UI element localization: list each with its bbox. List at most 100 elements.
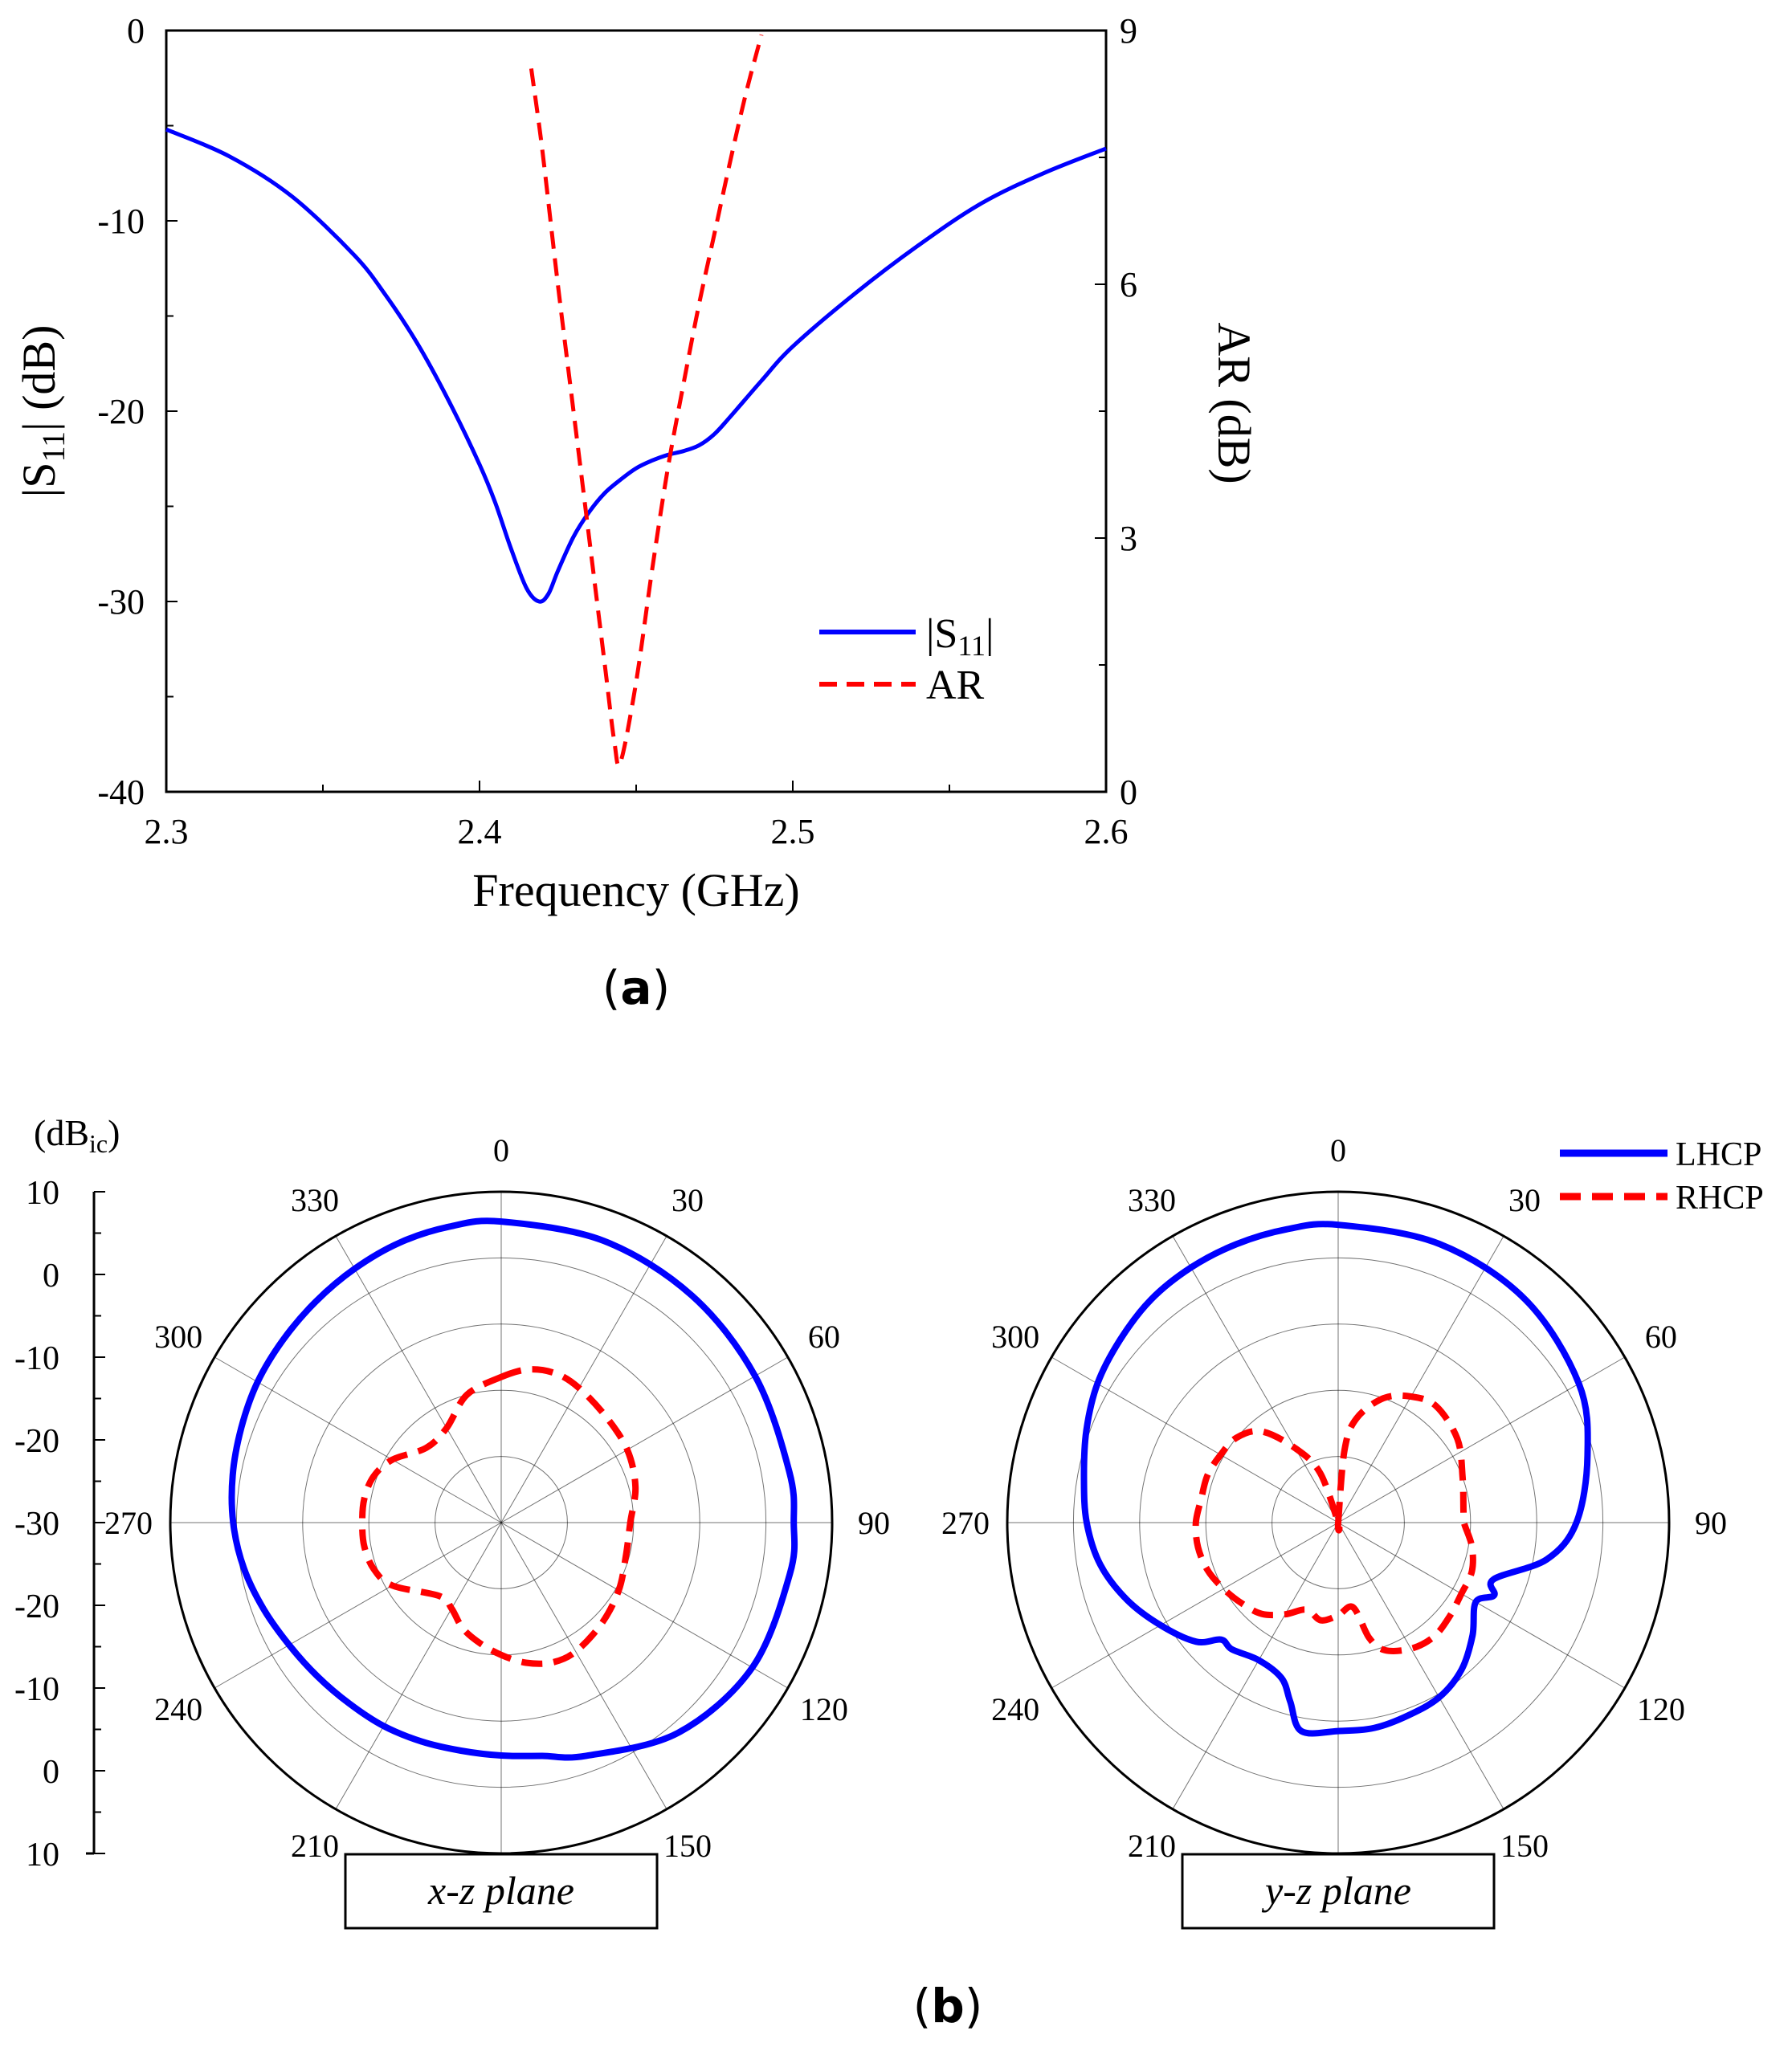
lhcp-pattern-xz	[228, 1217, 798, 1761]
legend-ar-label: AR	[926, 663, 985, 708]
panel-label-b: (b)	[913, 1979, 983, 2033]
radial-scale-label: 10	[26, 1175, 59, 1212]
y-right-tick-label: 9	[1120, 11, 1137, 51]
panel-b-paren: )	[965, 1979, 983, 2033]
y-left-tick-label: -30	[97, 582, 145, 622]
y-left-tick-label: -10	[97, 202, 145, 241]
angle-grid-line	[1172, 1522, 1339, 1810]
radial-scale-label: -10	[14, 1671, 59, 1708]
y-left-tick-label: -20	[97, 392, 145, 431]
y-right-tick-label: 0	[1120, 773, 1137, 812]
panel-a-paren: )	[652, 960, 671, 1015]
legend-lhcp-label: LHCP	[1676, 1136, 1761, 1173]
xz-plane-label: x-z plane	[427, 1868, 574, 1913]
y-right-tick-label: 3	[1120, 519, 1137, 558]
unit-label-part: )	[108, 1112, 120, 1153]
radial-scale-label: -20	[14, 1423, 59, 1460]
radial-scale-label: 0	[43, 1754, 59, 1791]
angle-tick-label: 240	[991, 1691, 1039, 1727]
legend-s11-part: |S	[926, 611, 957, 657]
x-tick-label: 2.3	[145, 812, 189, 851]
xz-plane-label-box	[344, 1853, 659, 1930]
angle-tick-label: 240	[154, 1691, 202, 1727]
angle-grid-line	[1051, 1522, 1339, 1689]
y-left-tick-label: -40	[97, 773, 145, 812]
legend: LHCP RHCP	[1560, 1136, 1764, 1217]
x-tick-label: 2.6	[1084, 812, 1129, 851]
legend-s11-subscript: 11	[957, 630, 986, 662]
yz-plane-label-box	[1181, 1853, 1496, 1930]
y-left-label-subscript: 11	[35, 431, 71, 463]
angle-tick-label: 60	[1645, 1319, 1677, 1355]
angle-tick-label: 330	[1128, 1182, 1176, 1218]
angle-tick-label: 210	[1128, 1828, 1176, 1864]
angle-grid-line	[1337, 1235, 1504, 1523]
angle-tick-label: 120	[800, 1691, 848, 1727]
panel-a-letter: a	[620, 960, 651, 1015]
angle-tick-label: 60	[808, 1319, 840, 1355]
legend-s11-label: |S11|	[926, 611, 994, 662]
angle-grid-line	[1337, 1522, 1504, 1810]
polar-plot-yz: 0 30 60 90 120 150 210 240 270 300 330	[941, 1132, 1727, 1864]
angle-tick-label: 300	[991, 1319, 1039, 1355]
angle-grid-line	[335, 1235, 502, 1523]
tick-marks	[165, 30, 1107, 793]
x-tick-label: 2.5	[771, 812, 815, 851]
radial-scale-label: -20	[14, 1588, 59, 1625]
angle-tick-label: 150	[1500, 1828, 1549, 1864]
legend-s11-part: |	[986, 611, 994, 657]
angle-tick-label: 0	[1330, 1132, 1346, 1168]
angle-grid-line	[1337, 1522, 1626, 1689]
series-group	[165, 34, 1107, 768]
radiation-pattern-chart: (dBic) 10 0 -10 -20 -30 -20 -10 0 10 0 30 60 90 120 1…	[14, 1112, 1764, 2033]
unit-label: (dBic)	[34, 1112, 120, 1158]
radial-scale-label: -30	[14, 1506, 59, 1543]
radial-scale: 10 0 -10 -20 -30 -20 -10 0 10	[14, 1175, 105, 1874]
angle-tick-label: 90	[858, 1505, 890, 1541]
radial-scale-label: 10	[26, 1837, 59, 1874]
x-axis-label: Frequency (GHz)	[472, 864, 799, 916]
y-axis-right-label: AR (dB)	[1208, 322, 1260, 483]
rhcp-pattern-xz	[359, 1366, 639, 1667]
angle-tick-label: 90	[1695, 1505, 1727, 1541]
rhcp-pattern-yz	[1192, 1392, 1476, 1654]
angle-grid-line	[1172, 1235, 1339, 1523]
x-tick-label: 2.4	[458, 812, 502, 851]
angle-grid-line	[214, 1522, 502, 1689]
angle-tick-label: 0	[493, 1132, 509, 1168]
unit-label-subscript: ic	[89, 1129, 108, 1158]
angle-tick-label: 270	[104, 1505, 153, 1541]
angle-tick-label: 30	[671, 1182, 704, 1218]
angle-tick-label: 210	[291, 1828, 339, 1864]
angle-grid-line	[214, 1356, 502, 1523]
legend-rhcp-label: RHCP	[1676, 1180, 1764, 1217]
angle-grid-line	[500, 1522, 789, 1689]
legend: |S11| AR	[819, 611, 994, 708]
y-left-tick-label: 0	[127, 11, 145, 51]
angle-grid-line	[500, 1522, 667, 1810]
yz-plane-label: y-z plane	[1261, 1868, 1411, 1913]
angle-tick-label: 30	[1508, 1182, 1541, 1218]
lhcp-pattern-yz	[1080, 1221, 1591, 1737]
angle-tick-label: 270	[941, 1505, 990, 1541]
angle-tick-label: 120	[1637, 1691, 1685, 1727]
angle-grid-line	[500, 1356, 789, 1523]
ar-series-line	[529, 34, 764, 768]
angle-tick-label: 330	[291, 1182, 339, 1218]
angle-grid-line	[335, 1522, 502, 1810]
polar-plot-xz: 0 30 60 90 120 150 210 240 270 300 330	[104, 1132, 890, 1864]
panel-b-letter: b	[931, 1979, 965, 2033]
y-axis-left-label: |S11| (dB)	[13, 325, 71, 498]
y-left-label-part: | (dB)	[13, 325, 65, 431]
angle-tick-label: 300	[154, 1319, 202, 1355]
panel-b-paren: (	[913, 1979, 932, 2033]
y-left-label-part: |S	[13, 463, 65, 498]
y-right-tick-label: 6	[1120, 265, 1137, 304]
radial-scale-label: 0	[43, 1258, 59, 1295]
angle-tick-label: 150	[663, 1828, 712, 1864]
radial-scale-label: -10	[14, 1340, 59, 1377]
unit-label-part: (dB	[34, 1112, 89, 1153]
